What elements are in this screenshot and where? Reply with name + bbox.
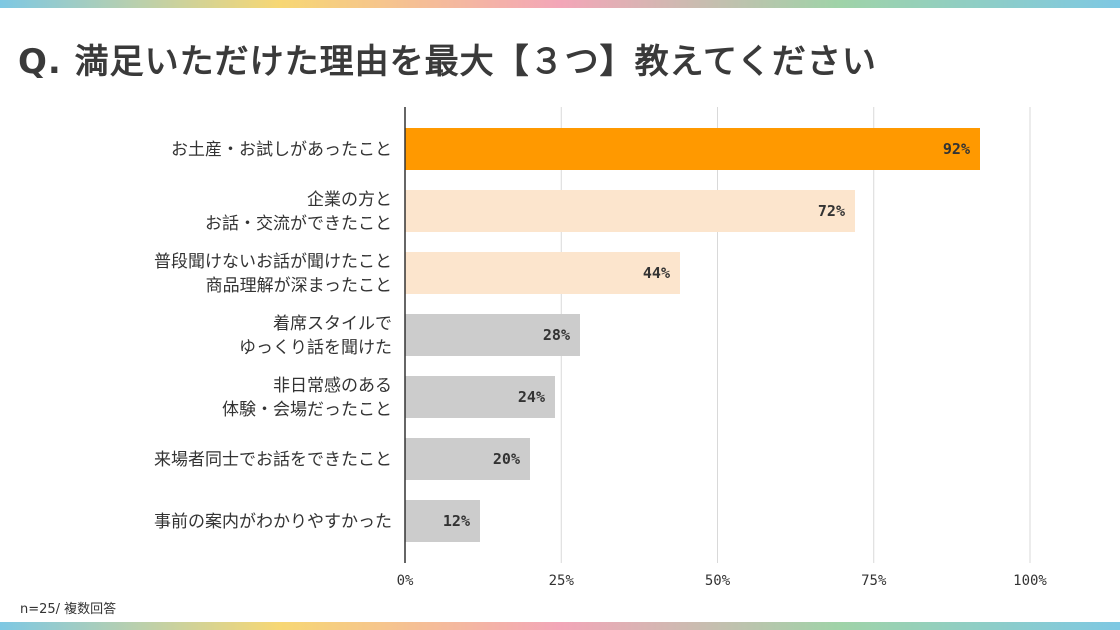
bar-value-label: 44%: [643, 264, 670, 282]
bar: [405, 128, 980, 170]
category-label: 商品理解が深まったこと: [206, 276, 392, 296]
category-label: お話・交流ができたこと: [205, 214, 392, 234]
bar-value-label: 72%: [818, 202, 845, 220]
x-tick-label: 0%: [397, 573, 414, 589]
x-tick-label: 75%: [861, 573, 887, 589]
category-label: 着席スタイルで: [273, 314, 392, 334]
page-title: Q. 満足いただけた理由を最大【３つ】教えてください: [18, 42, 877, 82]
bar-value-label: 24%: [518, 388, 545, 406]
bar-value-label: 20%: [493, 450, 520, 468]
bar: [405, 376, 555, 418]
x-tick-label: 100%: [1013, 573, 1047, 589]
bar: [405, 190, 855, 232]
bar: [405, 438, 530, 480]
top-decorative-stripe: [0, 0, 1120, 8]
bar: [405, 252, 680, 294]
bottom-decorative-stripe: [0, 622, 1120, 630]
category-label: 普段聞けないお話が聞けたこと: [154, 252, 392, 272]
category-label: 事前の案内がわかりやすかった: [154, 512, 392, 532]
category-label: 非日常感のある: [273, 376, 392, 396]
category-label: ゆっくり話を聞けた: [239, 338, 392, 358]
category-label: 体験・会場だったこと: [222, 400, 392, 420]
bar: [405, 314, 580, 356]
bar: [405, 500, 480, 542]
sample-size-footnote: n=25/ 複数回答: [20, 602, 117, 617]
category-label: 企業の方と: [307, 190, 392, 210]
x-tick-label: 50%: [705, 573, 731, 589]
category-label: お土産・お試しがあったこと: [171, 140, 392, 160]
category-label: 来場者同士でお話をできたこと: [154, 450, 392, 470]
x-tick-label: 25%: [549, 573, 575, 589]
bar-value-label: 28%: [543, 326, 570, 344]
bar-value-label: 12%: [443, 512, 470, 530]
bar-value-label: 92%: [943, 140, 970, 158]
